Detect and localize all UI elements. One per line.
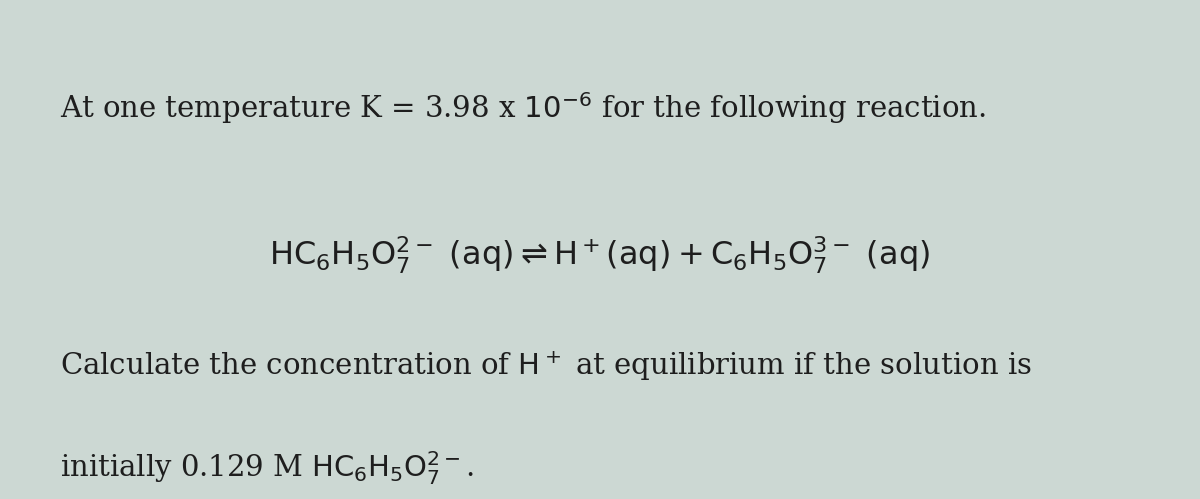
Text: initially 0.129 M $\mathrm{HC_6H_5O_7^{2-}}$.: initially 0.129 M $\mathrm{HC_6H_5O_7^{2… <box>60 449 474 487</box>
Text: Calculate the concentration of $\mathrm{H^+}$ at equilibrium if the solution is: Calculate the concentration of $\mathrm{… <box>60 349 1032 383</box>
Text: $\mathrm{HC_6H_5O_7^{2-}\ (aq) \rightleftharpoons H^+(aq) + C_6H_5O_7^{3-}\ (aq): $\mathrm{HC_6H_5O_7^{2-}\ (aq) \rightlef… <box>270 235 930 276</box>
Text: At one temperature K = 3.98 x $10^{-6}$ for the following reaction.: At one temperature K = 3.98 x $10^{-6}$ … <box>60 90 986 126</box>
